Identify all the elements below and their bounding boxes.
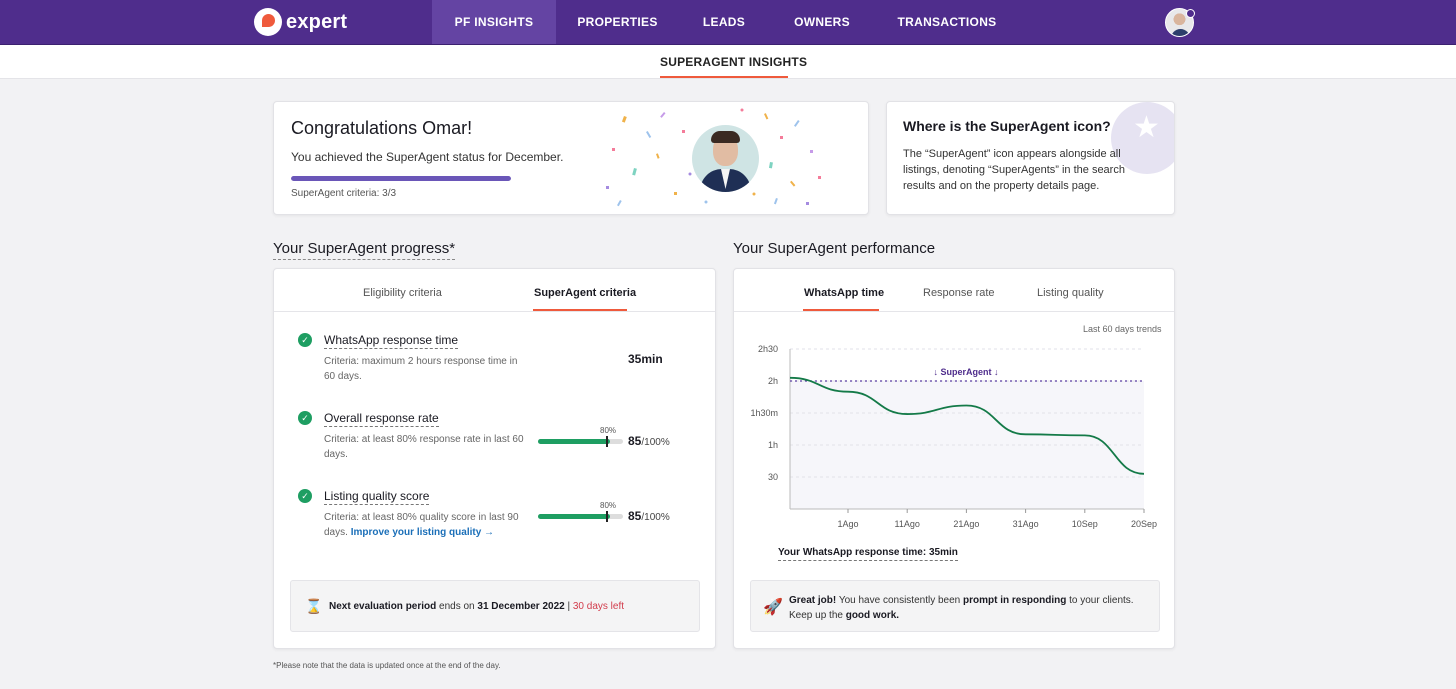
check-icon: ✓ (298, 333, 312, 347)
tab-divider (734, 311, 1174, 312)
response-rate-fill (538, 439, 611, 444)
top-navbar: expert PF INSIGHTS PROPERTIES LEADS OWNE… (0, 0, 1456, 45)
confetti-decoration (606, 108, 821, 207)
x-tick-label: 20Sep (1131, 519, 1157, 529)
hourglass-icon: ⌛ (305, 598, 323, 614)
threshold-label: 80% (600, 426, 617, 435)
expert-logo[interactable]: expert (254, 8, 347, 36)
y-tick-label: 1h (768, 440, 778, 450)
trend-label: Last 60 days trends (1083, 324, 1162, 334)
tab-eligibility-criteria[interactable]: Eligibility criteria (363, 287, 442, 299)
check-icon: ✓ (298, 489, 312, 503)
whatsapp-time-line (789, 376, 1145, 475)
superagent-icon-info-card: ★ Where is the SuperAgent icon? The “Sup… (886, 101, 1175, 215)
nav-transactions[interactable]: TRANSACTIONS (897, 15, 997, 29)
criteria-progress-fill (291, 176, 511, 181)
sub-navbar: SUPERAGENT INSIGHTS (0, 45, 1456, 79)
active-tab-indicator (660, 76, 788, 78)
criteria-progress-bar (291, 176, 511, 181)
criterion-title: Listing quality score (324, 489, 430, 505)
y-tick-label: 2h (768, 376, 778, 386)
tab-response-rate[interactable]: Response rate (923, 287, 995, 299)
where-title: Where is the SuperAgent icon? (903, 118, 1111, 134)
criterion-title: WhatsApp response time (324, 333, 459, 349)
threshold-marker (606, 436, 608, 447)
criterion-value: 35min (628, 352, 663, 366)
criterion-desc: Criteria: at least 80% response rate in … (324, 434, 524, 460)
nav-owners[interactable]: OWNERS (794, 15, 850, 29)
criterion-value: 85/100% (628, 509, 670, 523)
nav-properties[interactable]: PROPERTIES (577, 15, 658, 29)
x-tick-label: 10Sep (1072, 519, 1098, 529)
x-tick-label: 21Ago (953, 519, 979, 529)
quality-score-bar: 80% (538, 501, 623, 522)
days-left: 30 days left (572, 601, 625, 612)
tab-divider (274, 311, 715, 312)
response-rate-bar: 80% (538, 426, 623, 447)
criterion-desc: Criteria: maximum 2 hours response time … (324, 356, 518, 382)
active-tab-indicator (533, 309, 627, 311)
whatsapp-time-chart: 2h30 2h 1h30m 1h 30 1Ago 11Ago 21Ago 31Ago 10Sep 2… (750, 344, 1157, 529)
where-body: The “SuperAgent” icon appears alongside … (903, 148, 1125, 192)
congrats-card: Congratulations Omar! You achieved the S… (273, 101, 869, 215)
footnote: *Please note that the data is updated on… (273, 661, 501, 670)
active-tab-indicator (803, 309, 879, 311)
tab-superagent-insights[interactable]: SUPERAGENT INSIGHTS (660, 55, 808, 69)
evaluation-text: Next evaluation period ends on 31 Decemb… (329, 601, 625, 612)
rocket-icon: 🚀 (763, 599, 783, 616)
y-tick-label: 2h30 (758, 344, 778, 354)
progress-heading: Your SuperAgent progress* (273, 240, 456, 260)
response-time-label: Your WhatsApp response time: 35min (778, 547, 958, 561)
great-job-text: Great job! You have consistently been pr… (789, 595, 1134, 621)
y-tick-label: 30 (768, 472, 778, 482)
superagent-badge-icon: ★ (1111, 102, 1174, 174)
criterion-desc: Criteria: at least 80% quality score in … (324, 512, 519, 538)
nav-pf-insights[interactable]: PF INSIGHTS (432, 0, 556, 44)
tab-listing-quality[interactable]: Listing quality (1037, 287, 1104, 299)
tab-whatsapp-time[interactable]: WhatsApp time (804, 287, 885, 299)
agent-avatar (692, 125, 759, 192)
performance-card: WhatsApp time Response rate Listing qual… (733, 268, 1175, 649)
notification-badge-icon (1186, 9, 1195, 18)
criteria-count: SuperAgent criteria: 3/3 (291, 188, 397, 199)
criterion-title: Overall response rate (324, 411, 439, 427)
quality-score-fill (538, 514, 611, 519)
congrats-subtitle: You achieved the SuperAgent status for D… (291, 150, 564, 164)
x-tick-label: 31Ago (1013, 519, 1039, 529)
x-tick-label: 11Ago (895, 519, 920, 529)
tab-superagent-criteria[interactable]: SuperAgent criteria (534, 287, 637, 299)
check-icon: ✓ (298, 411, 312, 425)
criterion-value: 85/100% (628, 434, 670, 448)
great-job-notice: 🚀 Great job! You have consistently been … (750, 580, 1160, 632)
performance-heading: Your SuperAgent performance (733, 240, 936, 257)
congrats-title: Congratulations Omar! (291, 118, 473, 138)
x-tick-label: 1Ago (837, 519, 858, 529)
nav-leads[interactable]: LEADS (702, 15, 746, 29)
threshold-label: ↓ SuperAgent ↓ (933, 367, 998, 377)
y-tick-label: 1h30m (750, 408, 778, 418)
evaluation-notice: ⌛ Next evaluation period ends on 31 Dece… (290, 580, 700, 632)
improve-listing-quality-link[interactable]: Improve your listing quality → (350, 527, 495, 538)
progress-card: Eligibility criteria SuperAgent criteria… (273, 268, 716, 649)
threshold-marker (606, 511, 608, 522)
logo-icon (254, 8, 282, 36)
threshold-label: 80% (600, 501, 617, 510)
logo-text: expert (286, 10, 348, 33)
